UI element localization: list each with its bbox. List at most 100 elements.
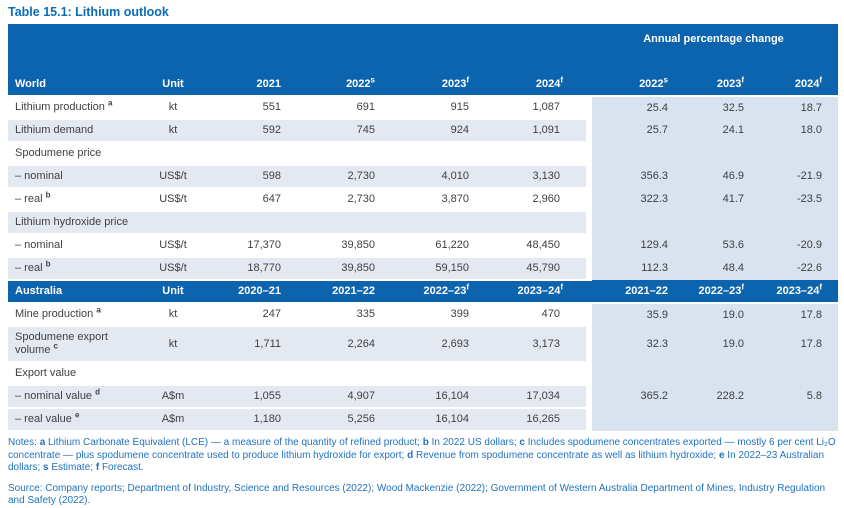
value-cell: 592	[213, 119, 307, 143]
apc-cell: -23.5	[760, 188, 839, 211]
value-cell: 2,730	[307, 165, 401, 189]
unit-cell: kt	[133, 119, 213, 143]
apc-header-row: Annual percentage change	[8, 24, 839, 74]
table-row: Mine production a kt 247 335 399 470 35.9 19.0 1…	[8, 303, 839, 327]
apc-caption: Annual percentage change	[589, 24, 839, 74]
unit-cell: kt	[133, 326, 213, 363]
source-text: Source: Company reports; Department of I…	[8, 482, 826, 507]
apc-cell: 18.0	[760, 119, 839, 142]
notes-text: Notes: a Lithium Carbonate Equivalent (L…	[8, 437, 836, 473]
value-cell: 1,711	[213, 326, 307, 363]
value-cell: 2,693	[401, 326, 495, 363]
value-cell: 3,870	[401, 188, 495, 212]
year-header: 2023–24f	[495, 280, 589, 304]
apc-cell: 365.2	[586, 385, 684, 408]
value-cell: 3,130	[495, 165, 589, 189]
subheader-row: Spodumene price	[8, 142, 839, 166]
section-header-row: World Unit 2021 2022s 2023f 2024f 2022s 2023f 20…	[8, 74, 839, 97]
unit-cell: A$m	[133, 408, 213, 432]
value-cell: 924	[401, 119, 495, 143]
row-label: Mine production a	[8, 303, 133, 327]
section-name: World	[8, 74, 133, 97]
page-title: Table 15.1: Lithium outlook	[8, 5, 169, 19]
unit-header: Unit	[133, 74, 213, 97]
value-cell: 335	[307, 303, 401, 327]
apc-cell	[585, 142, 839, 165]
unit-header: Unit	[133, 280, 213, 304]
value-cell: 551	[213, 96, 307, 120]
table-row: – nominal US$/t 598 2,730 4,010 3,130 356.3 46.…	[8, 165, 839, 189]
value-cell: 17,034	[495, 385, 589, 409]
row-label: Export value	[8, 362, 589, 386]
row-label: Spodumene price	[8, 142, 589, 166]
value-cell: 2,730	[307, 188, 401, 212]
row-label: – nominal	[8, 234, 133, 258]
lithium-outlook-table: Annual percentage change World Unit 2021 202…	[8, 24, 839, 432]
apc-cell: 48.4	[684, 257, 760, 280]
apc-cell: -21.9	[760, 165, 839, 188]
value-cell: 5,256	[307, 408, 401, 432]
value-cell: 1,180	[213, 408, 307, 432]
table-row: Lithium production a kt 551 691 915 1,087 25.4…	[8, 96, 839, 120]
section-name: Australia	[8, 280, 133, 304]
row-label: – nominal value d	[8, 385, 133, 409]
table-row: – nominal US$/t 17,370 39,850 61,220 48,450 12…	[8, 234, 839, 258]
apc-cell: 25.4	[586, 96, 684, 119]
value-cell: 3,173	[495, 326, 589, 363]
apc-cell: -20.9	[760, 234, 839, 257]
apc-cell: 18.7	[760, 96, 839, 119]
value-cell: 18,770	[213, 257, 307, 281]
year-header: 2022–23f	[401, 280, 495, 304]
value-cell: 470	[495, 303, 589, 327]
value-cell: 16,104	[401, 408, 495, 432]
value-cell: 59,150	[401, 257, 495, 281]
value-cell: 17,370	[213, 234, 307, 258]
row-label: Lithium hydroxide price	[8, 211, 589, 235]
row-label: – real value e	[8, 408, 133, 432]
table-row: Spodumene export volume c kt 1,711 2,264 2,6…	[8, 326, 839, 363]
apc-cell: 129.4	[586, 234, 684, 257]
year-header: 2022s	[307, 74, 401, 97]
value-cell: 4,907	[307, 385, 401, 409]
apc-cell: 322.3	[586, 188, 684, 211]
section-header-row: Australia Unit 2020–21 2021–22 2022–23f 2023–…	[8, 280, 839, 304]
apc-cell: 17.8	[760, 326, 839, 362]
apc-year-header: 2022s	[589, 74, 684, 97]
unit-cell: kt	[133, 96, 213, 120]
year-header: 2021	[213, 74, 307, 97]
apc-cell: 19.0	[684, 303, 760, 326]
apc-cell: 19.0	[684, 326, 760, 362]
apc-year-header: 2022–23f	[684, 280, 760, 304]
unit-cell: A$m	[133, 385, 213, 409]
value-cell: 1,091	[495, 119, 589, 143]
table-row: – nominal value d A$m 1,055 4,907 16,104 17,0…	[8, 385, 839, 409]
value-cell: 1,055	[213, 385, 307, 409]
value-cell: 691	[307, 96, 401, 120]
value-cell: 61,220	[401, 234, 495, 258]
apc-cell	[585, 362, 839, 385]
year-header: 2020–21	[213, 280, 307, 304]
value-cell: 915	[401, 96, 495, 120]
header-spacer	[8, 24, 589, 74]
value-cell: 647	[213, 188, 307, 212]
apc-cell: 32.3	[586, 326, 684, 362]
year-header: 2021–22	[307, 280, 401, 304]
apc-cell: 112.3	[586, 257, 684, 280]
apc-cell	[585, 211, 839, 234]
year-header: 2023f	[401, 74, 495, 97]
value-cell: 399	[401, 303, 495, 327]
apc-year-header: 2024f	[760, 74, 839, 97]
value-cell: 4,010	[401, 165, 495, 189]
apc-cell: -22.6	[760, 257, 839, 280]
apc-year-header: 2023–24f	[760, 280, 839, 304]
unit-cell: US$/t	[133, 257, 213, 281]
row-label: – real b	[8, 257, 133, 281]
apc-cell: 24.1	[684, 119, 760, 142]
value-cell: 2,960	[495, 188, 589, 212]
apc-cell: 356.3	[586, 165, 684, 188]
row-label: – nominal	[8, 165, 133, 189]
value-cell: 2,264	[307, 326, 401, 363]
apc-cell: 17.8	[760, 303, 839, 326]
row-label: – real b	[8, 188, 133, 212]
subheader-row: Lithium hydroxide price	[8, 211, 839, 235]
